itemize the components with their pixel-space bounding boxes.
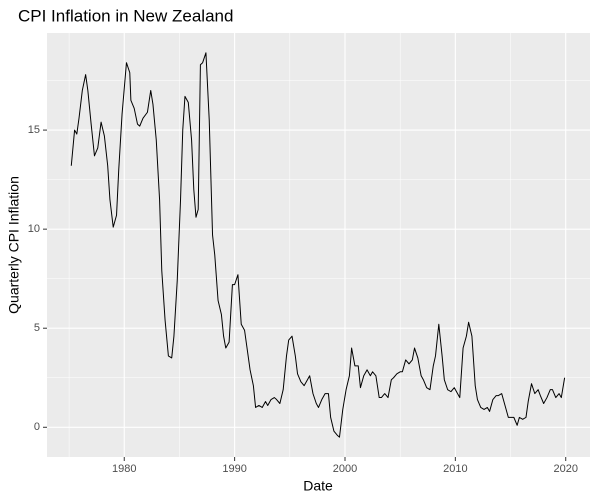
data-line: [70, 52, 566, 438]
x-tick-label: 2020: [553, 463, 577, 475]
x-tick-label: 1990: [222, 463, 246, 475]
x-tick-label: 1980: [112, 463, 136, 475]
y-axis-label: Quarterly CPI Inflation: [6, 176, 22, 314]
plot-panel: [47, 33, 590, 457]
y-tick-label: 5: [34, 322, 40, 334]
x-tick-label: 2000: [333, 463, 357, 475]
x-axis-label: Date: [303, 478, 333, 494]
chart-title: CPI Inflation in New Zealand: [18, 6, 233, 25]
x-tick-label: 2010: [443, 463, 467, 475]
y-tick-label: 0: [34, 421, 40, 433]
y-tick-label: 15: [28, 124, 40, 136]
y-tick-label: 10: [28, 223, 40, 235]
